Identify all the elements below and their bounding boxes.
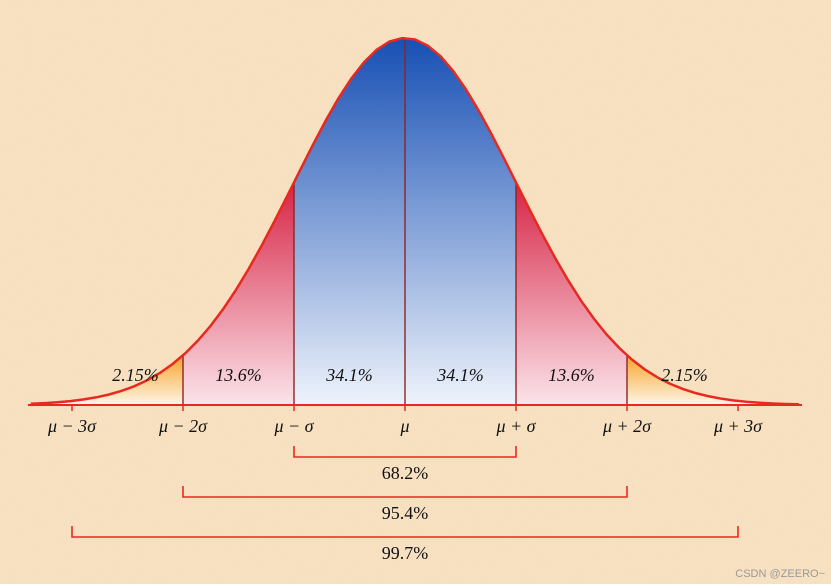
pct-inner_left: 34.1% — [325, 365, 373, 385]
empirical-rule-diagram: 2.15% 13.6% 34.1% 34.1% 13.6% 2.15% μ − 3σ μ − … — [0, 0, 831, 584]
xlabel-p3: μ + 3σ — [713, 416, 763, 436]
pct-tail_left: 2.15% — [112, 365, 159, 385]
pct-tail_right: 2.15% — [661, 365, 708, 385]
xlabel-p1: μ + σ — [495, 416, 536, 436]
pct-outer_right: 13.6% — [548, 365, 595, 385]
two-sigma-label: 95.4% — [382, 503, 429, 523]
pct-outer_left: 13.6% — [215, 365, 262, 385]
three-sigma-label: 99.7% — [382, 543, 429, 563]
xlabel-m3: μ − 3σ — [47, 416, 97, 436]
xlabel-mu: μ — [399, 416, 409, 436]
one-sigma-label: 68.2% — [382, 463, 429, 483]
watermark: CSDN @ZEERO~ — [735, 568, 825, 580]
xlabel-p2: μ + 2σ — [602, 416, 652, 436]
pct-inner_right: 34.1% — [436, 365, 484, 385]
xlabel-m1: μ − σ — [273, 416, 314, 436]
xlabel-m2: μ − 2σ — [158, 416, 208, 436]
